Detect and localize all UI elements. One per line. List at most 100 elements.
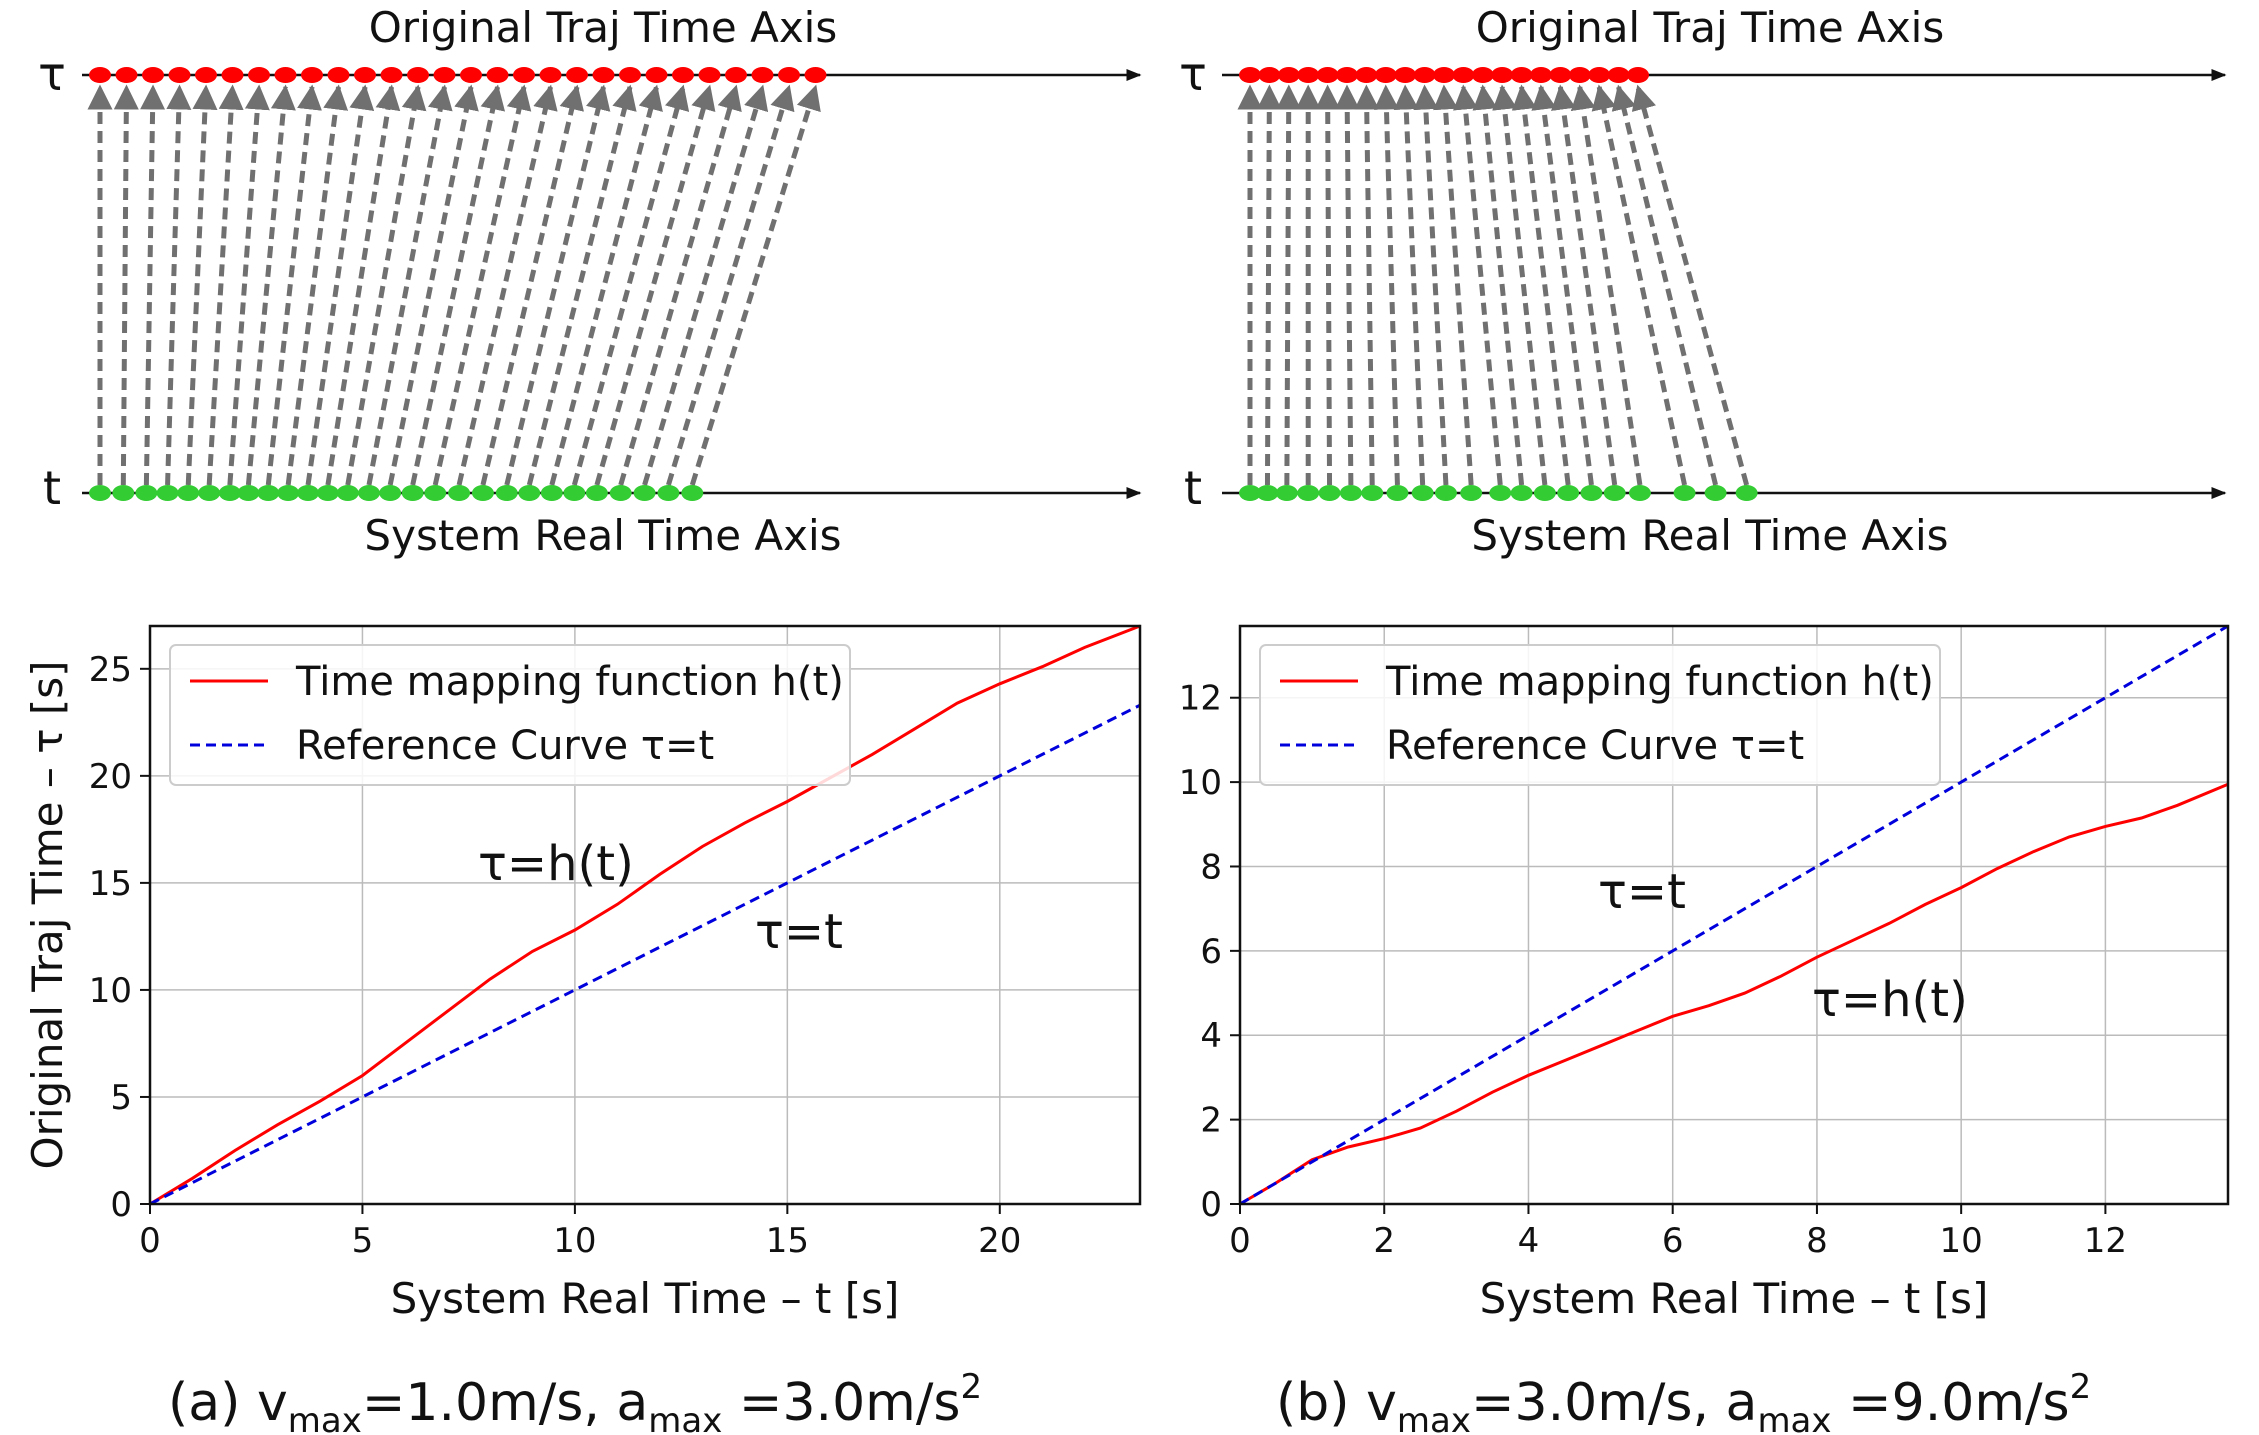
system-time-point-b-4: [1318, 485, 1341, 501]
x-tick-label-b-2: 4: [1518, 1221, 1540, 1261]
y-tick-label-a-3: 15: [89, 864, 132, 904]
connector-a-16: [432, 84, 532, 486]
connector-a-3: [165, 84, 192, 486]
caption-a-end: =3.0m/s: [722, 1373, 960, 1433]
traj-time-point-b-10: [1433, 67, 1455, 83]
system-time-point-a-8: [257, 485, 280, 501]
connector-a-26: [666, 84, 795, 486]
system-time-point-b-18: [1673, 485, 1696, 501]
y-tick-label-a-2: 10: [89, 971, 132, 1011]
system-time-point-b-12: [1510, 485, 1533, 501]
system-time-point-a-16: [424, 485, 447, 501]
caption-a: (a) vmax=1.0m/s, amax =3.0m/s2: [168, 1367, 982, 1435]
traj-time-point-a-13: [433, 67, 456, 83]
x-tick-label-b-4: 8: [1806, 1221, 1828, 1261]
system-time-point-b-3: [1297, 485, 1320, 501]
traj-time-point-b-9: [1413, 67, 1436, 83]
series-b: [1239, 624, 2229, 1206]
traj-time-point-a-16: [513, 67, 535, 83]
system-time-point-a-20: [518, 485, 541, 501]
connector-a-17: [456, 84, 558, 486]
y-tick-label-a-1: 5: [110, 1078, 132, 1118]
system-time-point-b-1: [1256, 485, 1279, 501]
connector-b-20: [1631, 84, 1750, 486]
connector-a-21: [549, 84, 663, 486]
traj-time-point-a-7: [274, 67, 297, 83]
traj-time-point-b-17: [1568, 67, 1591, 83]
x-tick-label-b-0: 0: [1229, 1221, 1251, 1261]
connector-b-14: [1511, 84, 1571, 486]
time-mapping-curve-b: [1239, 782, 2229, 1206]
system-time-point-a-26: [657, 485, 680, 501]
legend-label-hfunc-b: Time mapping function h(t): [1385, 659, 1934, 705]
system-time-point-b-9: [1434, 485, 1457, 501]
connector-a-11: [325, 84, 401, 486]
system-time-point-a-11: [316, 485, 339, 501]
system-time-point-b-19: [1704, 485, 1727, 501]
y-tick-label-b-0: 0: [1200, 1185, 1222, 1225]
y-tick-label-b-4: 8: [1200, 847, 1222, 887]
connector-a-25: [642, 84, 769, 486]
traj-time-point-a-5: [221, 67, 244, 83]
connector-b-8: [1393, 84, 1426, 486]
traj-time-point-b-4: [1316, 67, 1339, 83]
bottom-title-b: System Real Time Axis: [1471, 511, 1948, 560]
traj-time-point-a-11: [380, 67, 403, 83]
series-a: [149, 624, 1141, 1206]
caption-a-sup: 2: [960, 1367, 982, 1407]
traj-time-point-b-20: [1627, 67, 1649, 83]
x-tick-label-b-3: 6: [1662, 1221, 1684, 1261]
system-time-point-a-27: [681, 485, 704, 501]
system-time-point-a-13: [357, 485, 380, 501]
connector-a-12: [345, 84, 427, 486]
traj-time-point-a-23: [698, 67, 721, 83]
traj-time-point-a-1: [115, 67, 138, 83]
caption-b-vsub: max: [1397, 1401, 1471, 1435]
caption-b-prefix: (b) v: [1276, 1373, 1397, 1433]
traj-time-point-a-24: [725, 67, 747, 83]
system-time-point-b-6: [1361, 485, 1384, 501]
connector-b-18: [1591, 84, 1688, 486]
points-a: [89, 67, 827, 501]
system-time-point-b-11: [1489, 485, 1512, 501]
x-axis-label-a: System Real Time – t [s]: [391, 1274, 900, 1323]
system-time-point-a-6: [218, 485, 241, 501]
caption-b-asub: max: [1757, 1401, 1831, 1435]
traj-time-point-b-16: [1549, 67, 1572, 83]
traj-time-point-b-2: [1277, 67, 1300, 83]
traj-time-point-a-6: [248, 67, 270, 83]
plot-frame-a: [148, 624, 1142, 1206]
system-time-point-a-2: [135, 485, 158, 501]
system-time-point-b-16: [1603, 485, 1626, 501]
traj-time-point-a-8: [301, 67, 323, 83]
connector-a-10: [305, 84, 375, 486]
traj-time-point-b-15: [1530, 67, 1552, 83]
legend-label-ref-a: Reference Curve τ=t: [296, 723, 714, 769]
traj-time-point-a-0: [89, 67, 111, 83]
reference-curve-b: [1239, 624, 2229, 1206]
system-time-point-b-8: [1411, 485, 1434, 501]
traj-time-point-a-25: [751, 67, 774, 83]
y-tick-label-b-6: 12: [1179, 679, 1222, 719]
legend-box-a: [169, 644, 851, 786]
traj-time-point-a-26: [778, 67, 800, 83]
system-time-point-a-7: [237, 485, 260, 501]
bottom-title-a: System Real Time Axis: [364, 511, 841, 560]
annotation-ref-b: τ=t: [1598, 864, 1686, 920]
connector-b-2: [1276, 84, 1302, 486]
plot-b: 0 2 4 6 8 10 12 0 2 4 6 8 10 12 Time mapping function…: [1179, 624, 2230, 1323]
system-time-point-a-23: [585, 485, 608, 501]
x-tick-label-b-6: 12: [2084, 1221, 2127, 1261]
caption-a-prefix: (a) v: [168, 1373, 288, 1433]
system-time-point-b-7: [1386, 485, 1409, 501]
system-time-point-a-17: [448, 485, 471, 501]
connector-a-13: [366, 84, 453, 486]
legend-label-hfunc-a: Time mapping function h(t): [295, 659, 844, 705]
connector-a-8: [265, 84, 322, 486]
traj-time-point-a-4: [195, 67, 217, 83]
traj-time-point-a-27: [804, 67, 827, 83]
annotation-ref-a: τ=t: [755, 904, 843, 960]
y-axis-label-a: Original Traj Time – τ [s]: [23, 661, 72, 1170]
system-time-point-b-14: [1557, 485, 1580, 501]
connector-b-10: [1433, 84, 1474, 486]
